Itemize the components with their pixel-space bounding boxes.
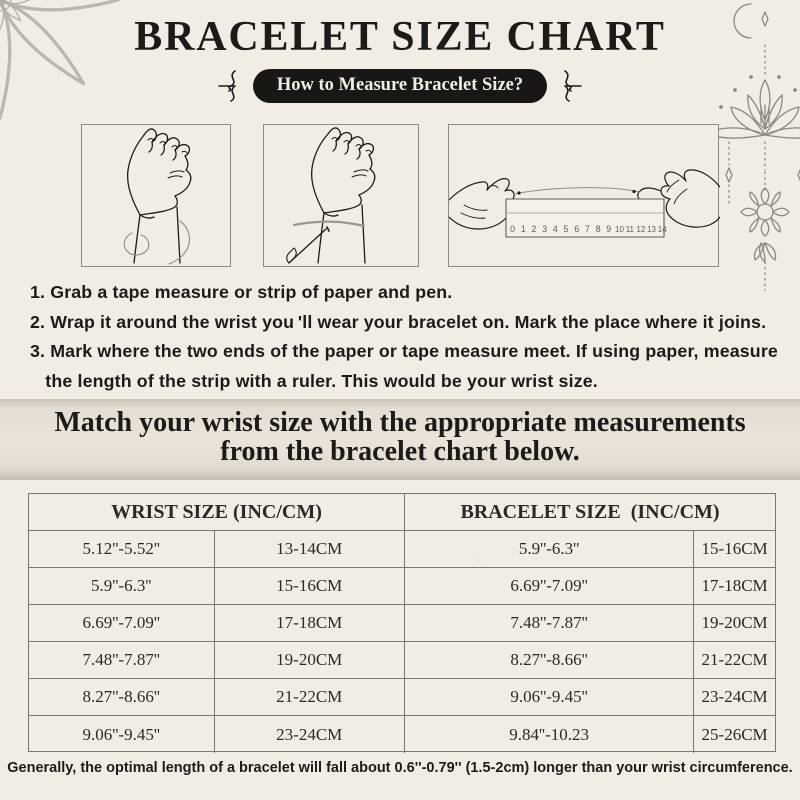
svg-text:9: 9 <box>606 224 611 234</box>
svg-text:1: 1 <box>521 224 526 234</box>
svg-text:10: 10 <box>615 225 624 234</box>
svg-text:8: 8 <box>596 224 601 234</box>
svg-text:2: 2 <box>531 224 536 234</box>
svg-text:5: 5 <box>564 224 569 234</box>
svg-text:11: 11 <box>626 225 635 234</box>
svg-text:12: 12 <box>636 225 645 234</box>
svg-text:13: 13 <box>647 225 656 234</box>
svg-text:0: 0 <box>510 224 515 234</box>
svg-text:6: 6 <box>574 224 579 234</box>
svg-text:7: 7 <box>585 224 590 234</box>
svg-text:3: 3 <box>542 224 547 234</box>
svg-text:4: 4 <box>553 224 558 234</box>
svg-text:14: 14 <box>658 225 667 234</box>
